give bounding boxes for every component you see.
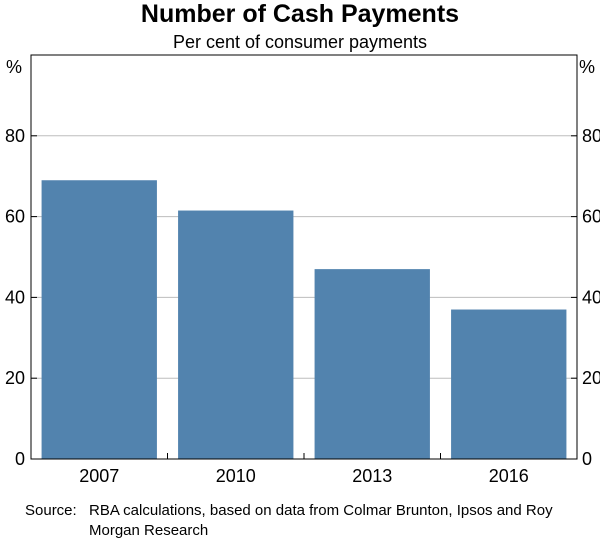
x-tick-label: 2016 [489,466,529,486]
chart-subtitle: Per cent of consumer payments [172,32,428,52]
y-tick-label-right: 40 [582,287,600,307]
bar-2013 [314,269,430,459]
source-label: Source: [25,502,77,519]
y-tick-label-left: 60 [5,207,25,227]
x-tick-label: 2010 [216,466,256,486]
bar-2010 [178,210,294,459]
y-axis-unit-right: % [579,57,595,77]
y-tick-label-right: 0 [582,449,592,469]
x-tick-label: 2013 [352,466,392,486]
axis-ticks: 0 0 20 20 40 40 60 60 80 80 2007 2010 2013 2016 [5,126,600,486]
source-text: RBA calculations, based on data from Col… [89,502,553,539]
y-tick-label-right: 80 [582,126,600,146]
y-tick-label-left: 80 [5,126,25,146]
y-tick-label-left: 0 [15,449,25,469]
y-tick-label-left: 20 [5,368,25,388]
y-axis-unit-left: % [6,57,22,77]
y-tick-label-right: 60 [582,207,600,227]
x-tick-label: 2007 [79,466,119,486]
chart-title: Number of Cash Payments [140,0,460,28]
bar-2007 [41,180,157,460]
bar-2016 [451,309,567,459]
y-tick-label-left: 40 [5,287,25,307]
bars [41,180,567,460]
y-tick-label-right: 20 [582,368,600,388]
